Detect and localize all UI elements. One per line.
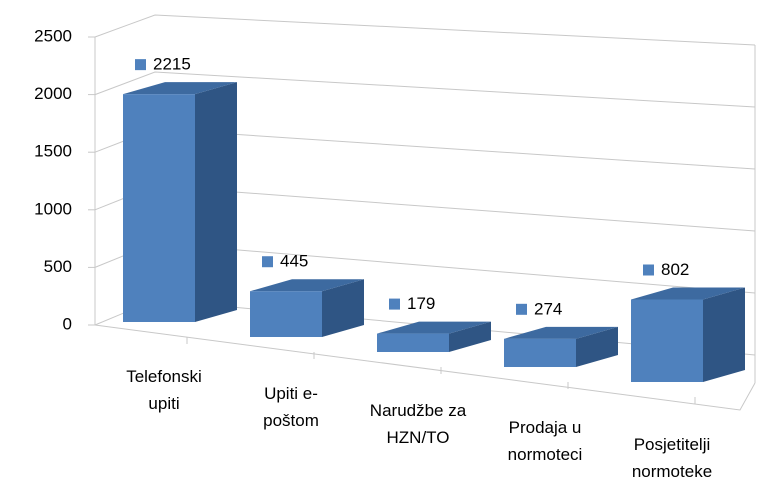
label-key <box>135 59 146 71</box>
x-tick-label: Narudžbe za HZN/TO <box>370 401 467 447</box>
x-tick-label: Upiti e-poštom <box>263 384 319 430</box>
label-key <box>262 256 273 268</box>
bar-top <box>504 326 618 339</box>
label-key <box>389 298 400 310</box>
y-tick-label: 500 <box>44 257 72 276</box>
grid-line <box>94 14 756 46</box>
bar-side <box>703 287 745 382</box>
y-tick-label: 0 <box>63 314 72 333</box>
bar <box>631 299 703 382</box>
floor-edge <box>94 324 756 411</box>
bar <box>377 333 449 352</box>
bar-side <box>322 279 364 337</box>
data-label: 179 <box>407 294 435 313</box>
frame <box>94 37 756 411</box>
bar-top <box>123 82 237 95</box>
grid-line <box>94 71 756 108</box>
y-tick-label: 1500 <box>34 142 72 161</box>
y-tick-label: 2500 <box>34 26 72 45</box>
y-tick-label: 1000 <box>34 199 72 218</box>
bar <box>504 338 576 367</box>
bar <box>123 94 195 322</box>
bar-side <box>576 326 618 367</box>
bar-side <box>195 82 237 322</box>
bar-top <box>631 287 745 300</box>
label-key <box>516 303 527 315</box>
data-label: 802 <box>661 260 689 279</box>
bar <box>250 291 322 337</box>
data-label: 2215 <box>153 55 191 74</box>
y-tick-label: 2000 <box>34 84 72 103</box>
x-tick-label: Telefonski upiti <box>126 367 202 413</box>
label-key <box>643 264 654 276</box>
data-label: 445 <box>280 252 308 271</box>
x-tick-label: Posjetitelji normoteke <box>632 435 712 481</box>
data-label: 274 <box>534 299 562 318</box>
bar-top <box>377 321 491 334</box>
bar-side <box>449 321 491 352</box>
x-tick-label: Prodaja u normoteci <box>508 418 583 464</box>
bar-top <box>250 279 364 292</box>
